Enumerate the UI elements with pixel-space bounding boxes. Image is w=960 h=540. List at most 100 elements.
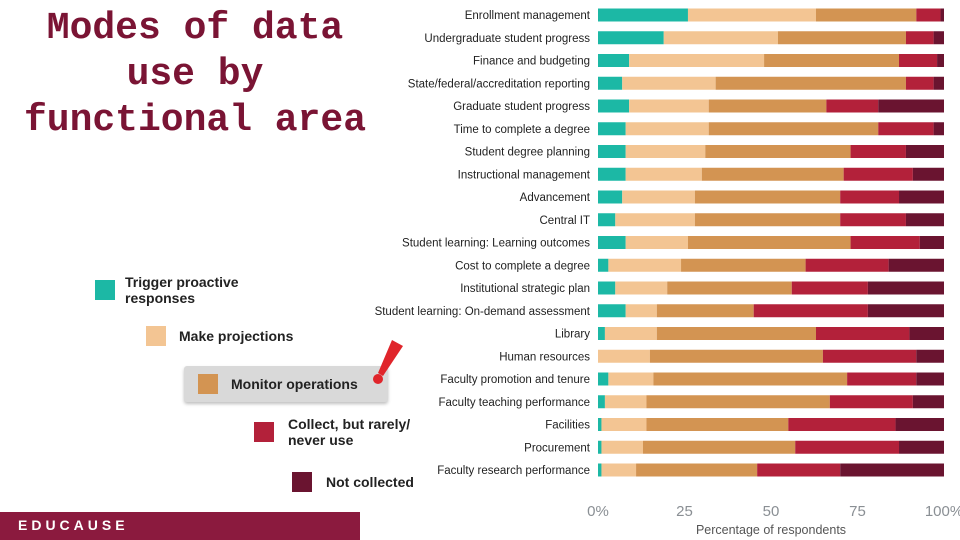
- bar-segment-advancement-monitor-operations: [694, 190, 841, 204]
- x-tick-label-3: 75: [849, 503, 866, 520]
- bar-segment-central-it-trigger-proactive-responses: [598, 213, 616, 227]
- bar-segment-central-it-make-projections: [615, 213, 695, 227]
- legend-label-trigger: Trigger proactive responses: [125, 274, 239, 306]
- legend-label-not-collected: Not collected: [326, 474, 414, 490]
- legend-item-trigger: Trigger proactive responses: [95, 274, 275, 306]
- bar-segment-student-degree-planning-monitor-operations: [705, 145, 851, 158]
- stacked-bar-chart: Enrollment management Undergraduate stude…: [375, 8, 960, 537]
- bar-segment-student-degree-planning-trigger-proactive-responses: [598, 145, 626, 158]
- bar-segment-library-collect-but-rarely-never-use: [815, 327, 910, 340]
- bar-segment-institutional-strategic-plan-trigger-proactive-responses: [598, 281, 616, 295]
- bar-segment-central-it-not-collected: [905, 213, 944, 227]
- bar-segment-instructional-management-collect-but-rarely-never-use: [843, 167, 913, 181]
- bar-segment-enrollment-management-not-collected: [940, 8, 944, 22]
- bar-segment-procurement-monitor-operations: [642, 440, 796, 454]
- bar-segment-undergraduate-student-progress-make-projections: [663, 31, 778, 45]
- exclamation-icon: [373, 340, 403, 384]
- bar-segment-library-make-projections: [604, 327, 657, 340]
- bar-segment-time-to-complete-a-degree-trigger-proactive-responses: [598, 122, 626, 136]
- category-label-undergraduate-student-progress: Undergraduate student progress: [424, 33, 590, 45]
- bar-segment-state-federal-accreditation-reporting-trigger-proactive-responses: [598, 76, 623, 90]
- bar-segment-state-federal-accreditation-reporting-monitor-operations: [715, 76, 906, 90]
- bar-segment-undergraduate-student-progress-not-collected: [933, 31, 944, 45]
- x-axis-title: Percentage of respondents: [696, 523, 846, 537]
- category-label-student-learning-on-demand-assessment: Student learning: On-demand assessment: [375, 306, 591, 318]
- bar-segment-institutional-strategic-plan-monitor-operations: [667, 281, 792, 295]
- bar-segment-institutional-strategic-plan-collect-but-rarely-never-use: [791, 281, 868, 295]
- bar-segment-undergraduate-student-progress-trigger-proactive-responses: [598, 31, 664, 45]
- bar-segment-graduate-student-progress-monitor-operations: [708, 99, 827, 113]
- bar-segment-central-it-monitor-operations: [694, 213, 841, 227]
- bar-segment-instructional-management-monitor-operations: [701, 167, 844, 181]
- bar-segment-institutional-strategic-plan-make-projections: [615, 281, 668, 295]
- legend-item-projections: Make projections: [146, 326, 293, 346]
- category-label-human-resources: Human resources: [499, 351, 590, 363]
- bar-segment-time-to-complete-a-degree-not-collected: [933, 122, 944, 136]
- bar-segment-cost-to-complete-a-degree-not-collected: [888, 258, 944, 272]
- bar-segment-graduate-student-progress-collect-but-rarely-never-use: [826, 99, 879, 113]
- legend-item-monitor: Monitor operations: [198, 374, 358, 394]
- bar-segment-state-federal-accreditation-reporting-make-projections: [622, 76, 716, 90]
- bar-segment-undergraduate-student-progress-monitor-operations: [777, 31, 906, 45]
- bar-segment-student-degree-planning-not-collected: [905, 145, 944, 158]
- bar-segment-time-to-complete-a-degree-collect-but-rarely-never-use: [878, 122, 934, 136]
- category-label-enrollment-management: Enrollment management: [465, 10, 591, 22]
- category-label-time-to-complete-a-degree: Time to complete a degree: [454, 124, 590, 136]
- bar-segment-human-resources-monitor-operations: [649, 349, 823, 363]
- bar-segment-facilities-monitor-operations: [646, 418, 789, 431]
- bar-segment-instructional-management-make-projections: [625, 167, 702, 181]
- bar-segment-instructional-management-trigger-proactive-responses: [598, 167, 626, 181]
- bar-segment-facilities-collect-but-rarely-never-use: [788, 418, 896, 431]
- bar-segment-central-it-collect-but-rarely-never-use: [840, 213, 906, 227]
- x-tick-label-4: 100%: [925, 503, 960, 520]
- category-label-library: Library: [555, 329, 590, 341]
- bar-segment-advancement-make-projections: [622, 190, 695, 204]
- bar-segment-human-resources-collect-but-rarely-never-use: [822, 349, 917, 363]
- x-tick-label-1: 25: [676, 503, 693, 520]
- bar-segment-facilities-make-projections: [601, 418, 647, 431]
- bar-segment-faculty-research-performance-not-collected: [840, 463, 944, 477]
- legend-swatch-monitor: [198, 374, 218, 394]
- category-label-central-it: Central IT: [540, 215, 591, 227]
- bar-segment-faculty-promotion-and-tenure-make-projections: [608, 372, 654, 386]
- bar-segment-finance-and-budgeting-trigger-proactive-responses: [598, 54, 630, 67]
- bar-segment-student-degree-planning-make-projections: [625, 145, 706, 158]
- bar-segment-student-learning-on-demand-assessment-make-projections: [625, 304, 657, 318]
- bar-segment-advancement-collect-but-rarely-never-use: [840, 190, 900, 204]
- monitor-highlight-box: [184, 366, 388, 402]
- bar-segment-human-resources-not-collected: [916, 349, 944, 363]
- legend-swatch-not-collected: [292, 472, 312, 492]
- bar-segment-student-learning-learning-outcomes-trigger-proactive-responses: [598, 236, 626, 249]
- bar-segment-graduate-student-progress-not-collected: [878, 99, 944, 113]
- legend-label-monitor: Monitor operations: [231, 376, 358, 392]
- bar-segment-finance-and-budgeting-monitor-operations: [764, 54, 900, 67]
- legend-swatch-projections: [146, 326, 166, 346]
- category-label-faculty-teaching-performance: Faculty teaching performance: [439, 397, 591, 409]
- bar-segment-faculty-research-performance-collect-but-rarely-never-use: [757, 463, 841, 477]
- bar-segment-human-resources-make-projections: [598, 349, 650, 363]
- bar-segment-faculty-teaching-performance-collect-but-rarely-never-use: [829, 395, 913, 409]
- bar-segment-cost-to-complete-a-degree-make-projections: [608, 258, 682, 272]
- bar-segment-faculty-promotion-and-tenure-not-collected: [916, 372, 944, 386]
- bar-segment-faculty-research-performance-monitor-operations: [636, 463, 758, 477]
- category-label-faculty-promotion-and-tenure: Faculty promotion and tenure: [440, 374, 590, 386]
- bar-segment-procurement-not-collected: [899, 440, 944, 454]
- bar-segment-instructional-management-not-collected: [912, 167, 944, 181]
- bar-segment-finance-and-budgeting-collect-but-rarely-never-use: [899, 54, 938, 67]
- bar-segment-student-learning-on-demand-assessment-collect-but-rarely-never-use: [753, 304, 868, 318]
- bar-segment-graduate-student-progress-make-projections: [629, 99, 709, 113]
- category-label-procurement: Procurement: [524, 442, 591, 454]
- legend-swatch-collect: [254, 422, 274, 442]
- category-label-student-degree-planning: Student degree planning: [465, 147, 590, 159]
- legend-label-collect: Collect, but rarely/ never use: [288, 416, 411, 448]
- bar-segment-library-monitor-operations: [656, 327, 816, 340]
- bar-segment-library-not-collected: [909, 327, 944, 340]
- bar-segment-finance-and-budgeting-make-projections: [629, 54, 765, 67]
- bar-segment-graduate-student-progress-trigger-proactive-responses: [598, 99, 630, 113]
- bar-segment-facilities-trigger-proactive-responses: [598, 418, 602, 431]
- slide-title: Modes of data use by functional area: [23, 7, 367, 142]
- bar-segment-student-learning-learning-outcomes-not-collected: [919, 236, 944, 249]
- footer-bar: EDUCAUSE: [0, 512, 360, 540]
- bar-segment-procurement-trigger-proactive-responses: [598, 440, 602, 454]
- category-label-institutional-strategic-plan: Institutional strategic plan: [460, 283, 590, 295]
